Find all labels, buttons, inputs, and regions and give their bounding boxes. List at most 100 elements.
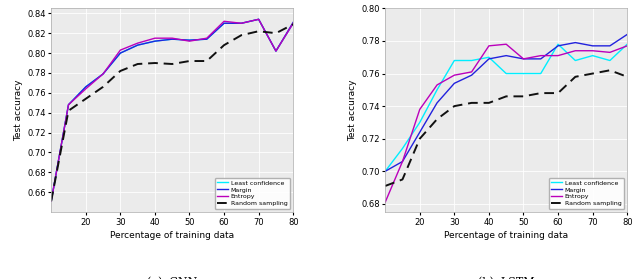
X-axis label: Percentage of training data: Percentage of training data bbox=[444, 231, 568, 240]
Margin bbox=[572, 41, 579, 44]
Random sampling bbox=[151, 61, 159, 65]
Entropy bbox=[289, 21, 297, 25]
Margin bbox=[606, 44, 614, 47]
Random sampling bbox=[468, 101, 476, 105]
Least confidence bbox=[433, 88, 441, 92]
Margin bbox=[554, 44, 562, 47]
Entropy bbox=[186, 40, 193, 43]
Entropy bbox=[589, 49, 596, 52]
Entropy bbox=[237, 21, 245, 25]
Margin bbox=[485, 57, 493, 61]
Random sampling bbox=[433, 117, 441, 121]
Least confidence bbox=[289, 21, 297, 25]
Y-axis label: Test accuracy: Test accuracy bbox=[348, 80, 357, 141]
Legend: Least confidence, Margin, Entropy, Random sampling: Least confidence, Margin, Entropy, Rando… bbox=[548, 178, 624, 209]
Entropy bbox=[451, 73, 458, 77]
X-axis label: Percentage of training data: Percentage of training data bbox=[110, 231, 234, 240]
Least confidence bbox=[220, 21, 228, 25]
Margin bbox=[168, 37, 176, 41]
Least confidence bbox=[399, 147, 406, 150]
Least confidence bbox=[99, 72, 107, 76]
Entropy bbox=[220, 20, 228, 23]
Margin bbox=[237, 21, 245, 25]
Margin bbox=[255, 18, 262, 21]
Random sampling bbox=[572, 75, 579, 78]
Entropy bbox=[203, 37, 211, 40]
Random sampling bbox=[485, 101, 493, 105]
Line: Random sampling: Random sampling bbox=[385, 70, 627, 186]
Least confidence bbox=[554, 42, 562, 46]
Random sampling bbox=[65, 109, 72, 112]
Least confidence bbox=[203, 37, 211, 41]
Least confidence bbox=[116, 51, 124, 55]
Entropy bbox=[381, 201, 389, 204]
Entropy bbox=[572, 49, 579, 52]
Margin bbox=[468, 73, 476, 77]
Line: Entropy: Entropy bbox=[51, 19, 293, 201]
Margin bbox=[589, 44, 596, 47]
Random sampling bbox=[272, 32, 280, 35]
Entropy bbox=[468, 70, 476, 74]
Entropy bbox=[255, 18, 262, 21]
Least confidence bbox=[416, 121, 424, 124]
Least confidence bbox=[186, 39, 193, 42]
Text: (a)  CNN: (a) CNN bbox=[147, 277, 197, 279]
Margin bbox=[186, 39, 193, 42]
Random sampling bbox=[203, 59, 211, 63]
Random sampling bbox=[520, 95, 527, 98]
Margin bbox=[451, 82, 458, 85]
Margin bbox=[134, 44, 141, 47]
Least confidence bbox=[237, 21, 245, 25]
Margin bbox=[272, 49, 280, 53]
Margin bbox=[65, 103, 72, 106]
Random sampling bbox=[502, 95, 510, 98]
Least confidence bbox=[272, 49, 280, 53]
Random sampling bbox=[186, 59, 193, 63]
Margin bbox=[399, 160, 406, 163]
Least confidence bbox=[572, 59, 579, 62]
Entropy bbox=[623, 44, 631, 47]
Random sampling bbox=[606, 69, 614, 72]
Entropy bbox=[99, 72, 107, 76]
Random sampling bbox=[116, 69, 124, 73]
Least confidence bbox=[134, 44, 141, 47]
Least confidence bbox=[468, 59, 476, 62]
Random sampling bbox=[381, 184, 389, 188]
Line: Random sampling: Random sampling bbox=[51, 24, 293, 201]
Random sampling bbox=[623, 75, 631, 78]
Margin bbox=[416, 131, 424, 134]
Line: Entropy: Entropy bbox=[385, 44, 627, 202]
Least confidence bbox=[381, 170, 389, 173]
Least confidence bbox=[502, 72, 510, 75]
Random sampling bbox=[589, 72, 596, 75]
Least confidence bbox=[168, 37, 176, 41]
Margin bbox=[381, 170, 389, 173]
Random sampling bbox=[99, 85, 107, 88]
Margin bbox=[203, 37, 211, 41]
Entropy bbox=[537, 54, 545, 57]
Entropy bbox=[134, 42, 141, 45]
Margin bbox=[433, 101, 441, 105]
Random sampling bbox=[255, 30, 262, 33]
Least confidence bbox=[485, 56, 493, 59]
Line: Least confidence: Least confidence bbox=[51, 19, 293, 201]
Text: (b)  LSTM: (b) LSTM bbox=[478, 277, 534, 279]
Entropy bbox=[272, 49, 280, 53]
Random sampling bbox=[554, 92, 562, 95]
Least confidence bbox=[151, 40, 159, 43]
Entropy bbox=[502, 42, 510, 46]
Entropy bbox=[65, 103, 72, 106]
Margin bbox=[99, 72, 107, 76]
Entropy bbox=[116, 49, 124, 52]
Least confidence bbox=[255, 18, 262, 21]
Least confidence bbox=[47, 199, 55, 203]
Random sampling bbox=[416, 137, 424, 140]
Entropy bbox=[82, 87, 90, 90]
Random sampling bbox=[168, 62, 176, 66]
Entropy bbox=[554, 54, 562, 57]
Least confidence bbox=[82, 85, 90, 88]
Least confidence bbox=[537, 72, 545, 75]
Least confidence bbox=[606, 59, 614, 62]
Line: Margin: Margin bbox=[385, 34, 627, 171]
Entropy bbox=[520, 57, 527, 61]
